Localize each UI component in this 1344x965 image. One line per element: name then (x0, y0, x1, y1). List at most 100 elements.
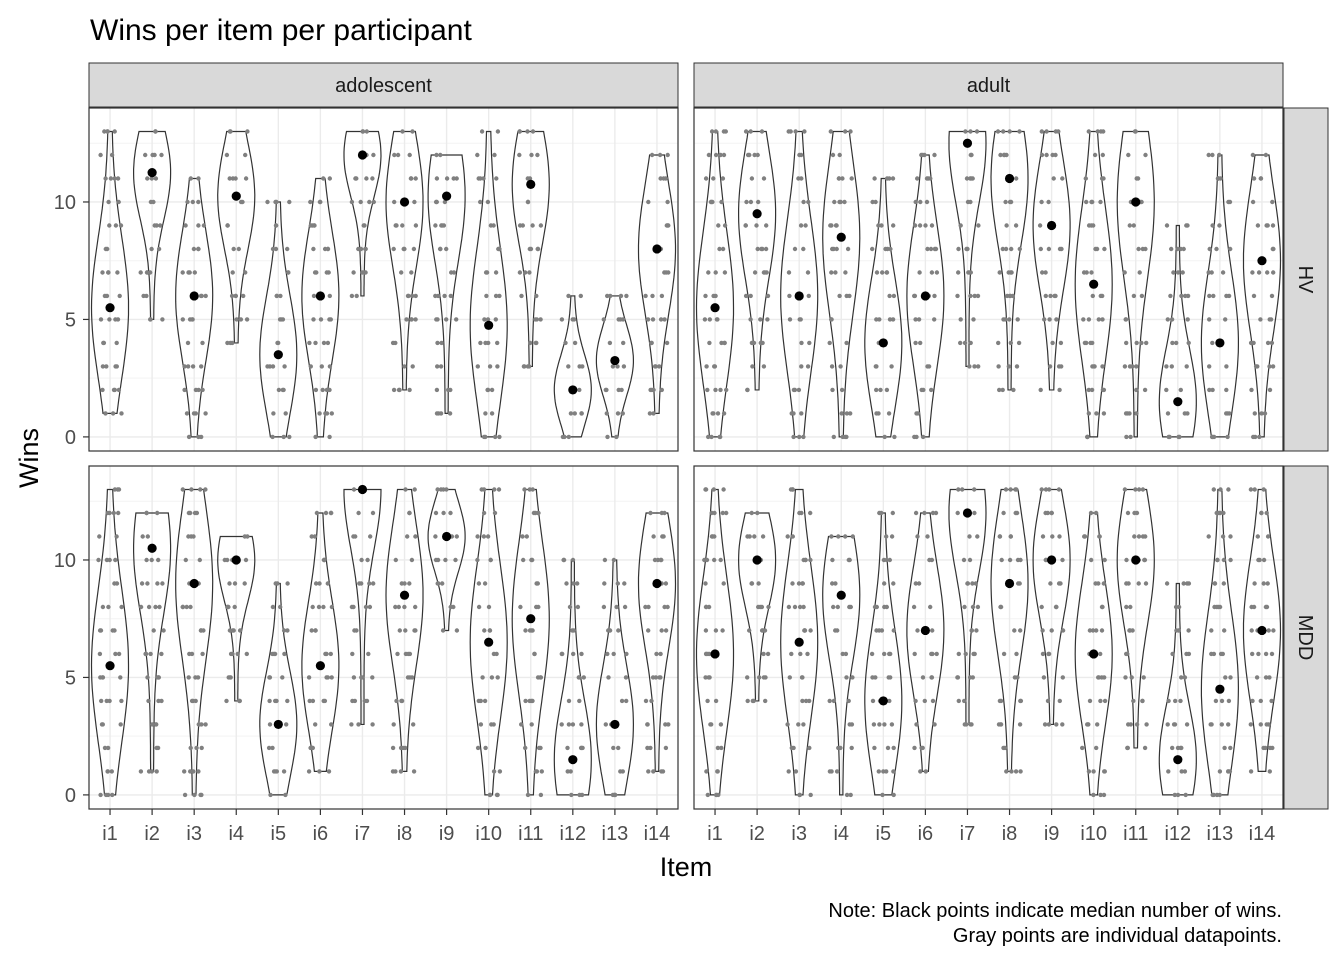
data-point (287, 434, 292, 440)
data-point (103, 176, 108, 181)
data-point (645, 745, 650, 751)
data-point (108, 176, 114, 181)
data-point (1086, 129, 1092, 134)
data-point (965, 246, 970, 252)
data-point (1018, 698, 1024, 704)
data-point (1043, 557, 1049, 563)
data-point (928, 604, 933, 610)
violin-i10 (1074, 512, 1113, 796)
data-point (1217, 604, 1223, 610)
data-point (1218, 487, 1223, 492)
data-point (997, 387, 1002, 393)
x-tick-label: i1 (102, 823, 118, 845)
data-point (273, 698, 278, 704)
y-tick-label: 10 (54, 550, 76, 572)
data-point (797, 792, 803, 798)
data-point (604, 411, 609, 416)
data-point (1017, 722, 1023, 727)
data-point (406, 293, 411, 299)
data-point (750, 364, 755, 369)
data-point (320, 387, 325, 393)
data-point (1222, 745, 1227, 751)
panel-background (694, 466, 1283, 809)
data-point (798, 223, 804, 228)
data-point (277, 317, 283, 322)
data-point (616, 745, 621, 751)
data-point (1039, 152, 1045, 158)
data-point (1185, 317, 1190, 322)
data-point (1128, 722, 1134, 727)
data-point (650, 317, 656, 322)
data-point (231, 628, 236, 633)
data-point (110, 411, 116, 416)
data-point (283, 411, 288, 416)
data-point (475, 557, 480, 563)
data-point (832, 199, 837, 205)
data-point (402, 604, 407, 610)
data-point (1054, 722, 1059, 727)
data-point (242, 534, 247, 539)
data-point (1089, 557, 1094, 563)
data-point (888, 675, 893, 680)
data-point (759, 129, 765, 134)
data-point (1100, 293, 1105, 299)
data-point (1131, 293, 1137, 299)
data-point (307, 698, 312, 704)
data-point (665, 199, 670, 205)
median-point-i10 (484, 637, 494, 647)
data-point (572, 411, 577, 416)
median-point-i9 (1047, 555, 1057, 565)
data-point (827, 340, 832, 346)
data-point (311, 293, 317, 299)
data-point (454, 317, 459, 322)
data-point (884, 769, 889, 774)
data-point (154, 223, 159, 228)
data-point (719, 199, 724, 205)
data-point (755, 246, 760, 252)
data-point (539, 769, 544, 774)
data-point (748, 293, 753, 299)
data-point (706, 270, 711, 275)
data-point (245, 129, 250, 134)
data-point (722, 340, 727, 346)
data-point (535, 675, 541, 680)
data-point (1129, 675, 1134, 680)
data-point (747, 628, 752, 633)
data-point (193, 411, 198, 416)
data-point (645, 317, 651, 322)
data-point (326, 769, 332, 774)
data-point (611, 651, 616, 657)
data-point (454, 534, 459, 539)
data-point (1133, 487, 1138, 492)
data-point (1172, 792, 1178, 798)
data-point (313, 387, 319, 393)
data-point (1248, 340, 1254, 346)
data-point (1142, 745, 1148, 751)
median-point-i11 (526, 179, 536, 189)
data-point (488, 557, 493, 563)
data-point (1264, 223, 1269, 228)
data-point (1259, 411, 1264, 416)
data-point (912, 223, 918, 228)
data-point (1170, 745, 1175, 751)
data-point (970, 604, 976, 610)
data-point (800, 675, 805, 680)
data-point (1100, 152, 1106, 158)
data-point (1001, 651, 1007, 657)
data-point (183, 223, 188, 228)
data-point (786, 270, 792, 275)
data-point (720, 246, 726, 252)
data-point (787, 675, 792, 680)
data-point (441, 510, 446, 516)
data-point (882, 651, 887, 657)
data-point (1098, 199, 1103, 205)
data-point (308, 223, 313, 228)
data-point (601, 317, 606, 322)
data-point (190, 698, 196, 704)
data-point (482, 317, 487, 322)
data-point (1057, 698, 1063, 704)
median-point-i12 (1173, 755, 1183, 765)
data-point (870, 675, 875, 680)
data-point (1253, 434, 1258, 440)
data-point (748, 317, 753, 322)
